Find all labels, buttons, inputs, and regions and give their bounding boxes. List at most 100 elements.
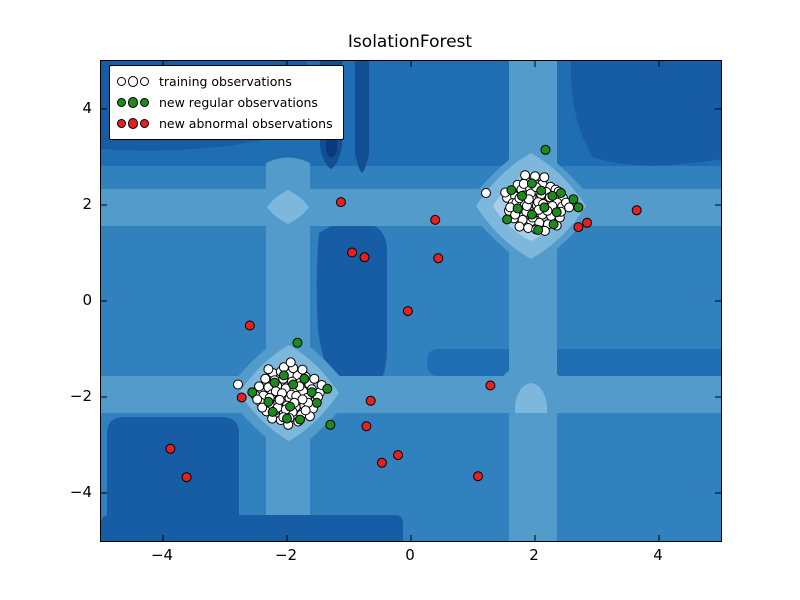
legend-item-label: training observations	[159, 74, 292, 89]
scatter-points-layer	[165, 144, 642, 483]
x-tick-label: 0	[405, 546, 415, 564]
legend-item: new regular observations	[117, 92, 333, 113]
scatter-point-regular	[506, 185, 517, 196]
scatter-point-training	[300, 405, 311, 416]
scatter-point-regular	[269, 377, 280, 388]
legend-item: new abnormal observations	[117, 113, 333, 134]
y-tick-label: −2	[69, 387, 92, 405]
legend-dot-icon	[117, 77, 126, 86]
scatter-point-regular	[285, 401, 296, 412]
scatter-point-regular	[556, 188, 566, 198]
y-tick-label: 4	[82, 99, 92, 117]
legend-dot-icon	[127, 118, 139, 129]
scatter-point-abnormal	[430, 214, 441, 225]
scatter-point-regular	[526, 209, 537, 220]
legend-dot-icon	[140, 98, 150, 107]
legend-dot-icon	[127, 76, 139, 87]
legend-marker-icon	[117, 76, 151, 87]
scatter-point-regular	[568, 194, 579, 205]
scatter-point-training	[481, 188, 491, 198]
scatter-point-abnormal	[393, 450, 403, 461]
contour-plot-svg	[101, 61, 721, 541]
scatter-point-training	[564, 202, 575, 213]
scatter-point-training	[252, 394, 263, 405]
scatter-point-regular	[573, 202, 584, 213]
scatter-point-regular	[288, 379, 299, 390]
scatter-point-abnormal	[236, 392, 247, 403]
scatter-point-regular	[295, 414, 305, 425]
scatter-point-training	[257, 402, 268, 413]
scatter-point-abnormal	[582, 217, 593, 228]
scatter-point-training	[274, 394, 285, 405]
scatter-point-abnormal	[485, 380, 496, 391]
scatter-point-regular	[540, 144, 551, 155]
legend-item-label: new abnormal observations	[159, 116, 333, 131]
scatter-point-regular	[533, 225, 544, 235]
scatter-point-regular	[311, 397, 322, 408]
scatter-point-regular	[247, 387, 258, 398]
scatter-point-regular	[278, 370, 289, 381]
legend-dot-icon	[140, 119, 150, 128]
scatter-point-abnormal	[473, 471, 483, 482]
scatter-point-regular	[547, 190, 558, 201]
scatter-point-regular	[325, 419, 336, 430]
scatter-point-regular	[526, 178, 537, 189]
scatter-point-abnormal	[347, 247, 358, 258]
scatter-point-regular	[517, 190, 527, 201]
y-tick-label: 0	[82, 291, 92, 309]
scatter-point-abnormal	[402, 306, 413, 317]
y-tick-label: −4	[69, 483, 92, 501]
scatter-point-regular	[539, 202, 550, 213]
scatter-point-regular	[282, 413, 292, 424]
legend-dot-icon	[127, 97, 139, 108]
scatter-point-training	[233, 379, 243, 390]
legend-marker-icon	[117, 97, 151, 108]
legend-item: training observations	[117, 71, 333, 92]
scatter-point-training	[514, 221, 525, 232]
scatter-point-regular	[299, 373, 310, 384]
scatter-point-abnormal	[631, 205, 642, 216]
legend-dot-icon	[140, 77, 150, 86]
scatter-point-training	[263, 364, 274, 375]
x-tick-label: −2	[274, 546, 298, 564]
scatter-point-training	[539, 172, 550, 183]
scatter-point-abnormal	[376, 457, 387, 468]
legend-marker-icon	[117, 118, 151, 129]
legend-item-label: new regular observations	[159, 95, 318, 110]
scatter-point-regular	[306, 387, 317, 398]
legend-dot-icon	[117, 119, 126, 128]
y-tick-label: 2	[82, 195, 92, 213]
scatter-point-abnormal	[335, 197, 346, 208]
scatter-point-regular	[292, 337, 303, 348]
x-tick-label: 4	[653, 546, 663, 564]
legend-dot-icon	[117, 98, 126, 107]
scatter-point-regular	[322, 383, 333, 394]
scatter-point-abnormal	[365, 395, 376, 406]
plot-area	[100, 60, 722, 542]
scatter-point-abnormal	[181, 472, 192, 483]
x-tick-label: −4	[150, 546, 174, 564]
scatter-point-regular	[267, 406, 278, 417]
scatter-point-abnormal	[359, 252, 370, 263]
scatter-point-training	[260, 373, 271, 384]
scatter-point-regular	[263, 396, 274, 407]
scatter-point-training	[520, 170, 531, 181]
legend: training observations new regular observa…	[109, 65, 344, 140]
x-tick-label: 2	[529, 546, 539, 564]
scatter-point-abnormal	[165, 443, 176, 454]
scatter-point-training	[285, 357, 296, 368]
scatter-point-abnormal	[244, 320, 255, 331]
scatter-point-regular	[536, 185, 547, 196]
chart-title: IsolationForest	[347, 32, 473, 52]
scatter-point-training	[297, 364, 308, 375]
scatter-point-training	[309, 373, 320, 384]
scatter-point-abnormal	[361, 421, 372, 432]
scatter-point-training	[523, 223, 534, 233]
scatter-point-regular	[512, 203, 523, 214]
scatter-point-abnormal	[433, 253, 444, 264]
scatter-point-regular	[502, 214, 513, 225]
scatter-point-regular	[548, 219, 559, 230]
scatter-point-regular	[551, 207, 562, 218]
scatter-point-abnormal	[573, 222, 584, 233]
